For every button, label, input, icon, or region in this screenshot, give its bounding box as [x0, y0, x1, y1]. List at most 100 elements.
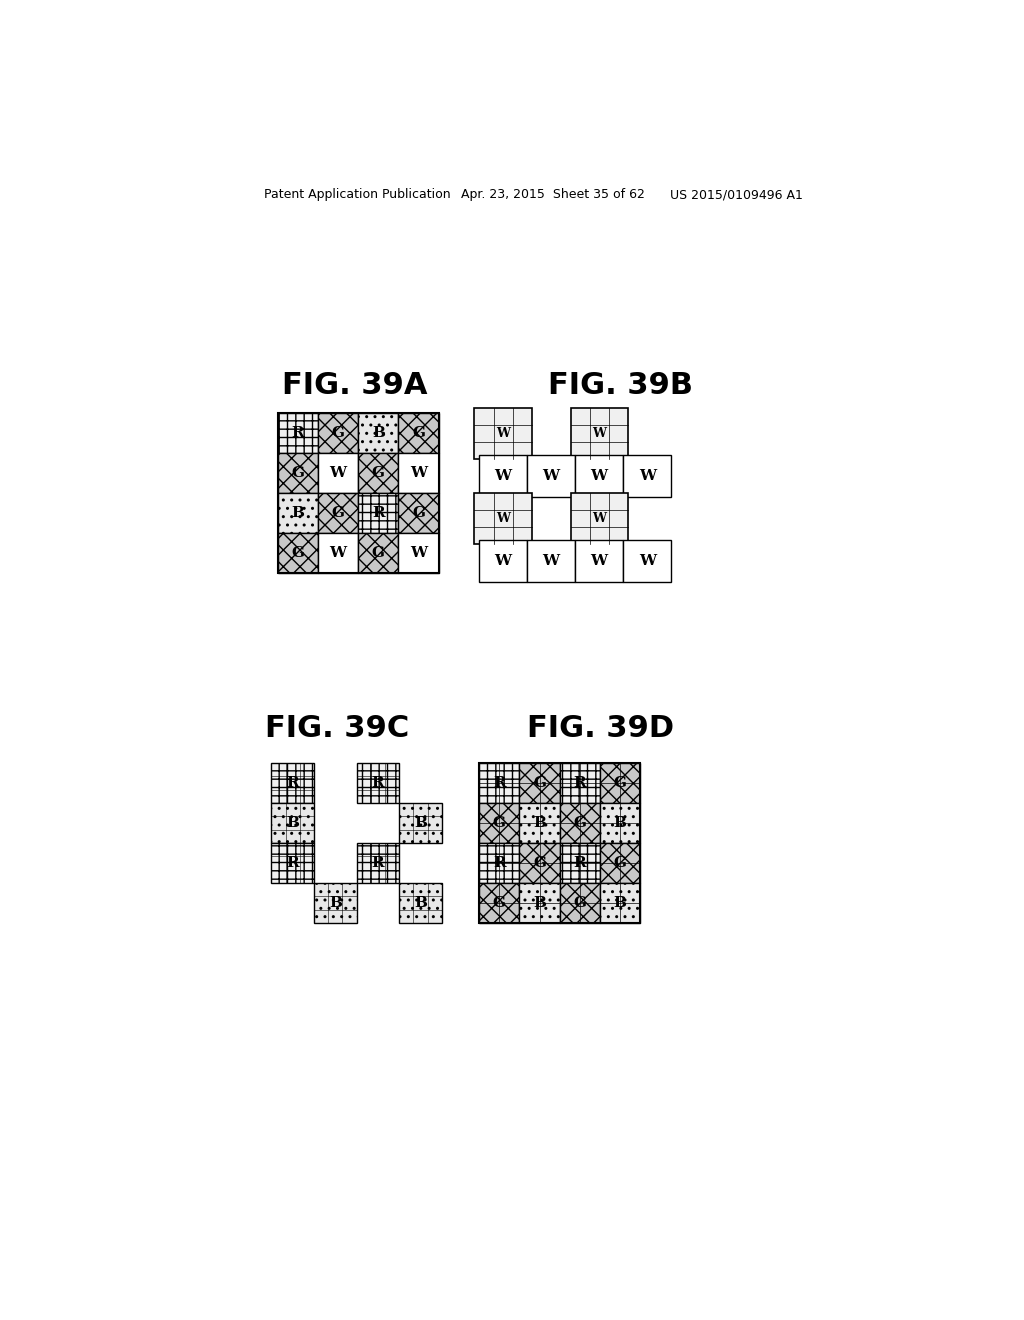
Bar — [479, 763, 640, 923]
Bar — [317, 533, 358, 573]
Text: B: B — [291, 506, 304, 520]
Text: G: G — [291, 545, 304, 560]
Bar — [278, 413, 317, 453]
Text: B: B — [613, 816, 627, 830]
Text: G: G — [332, 425, 344, 440]
Text: B: B — [534, 896, 546, 909]
Bar — [479, 883, 519, 923]
Text: R: R — [292, 425, 304, 440]
Bar — [314, 883, 356, 923]
Text: B: B — [286, 816, 299, 830]
Bar — [278, 492, 317, 533]
Text: W: W — [639, 553, 655, 568]
Text: R: R — [287, 776, 299, 789]
Text: R: R — [573, 776, 586, 789]
Text: W: W — [591, 469, 608, 483]
Text: FIG. 39B: FIG. 39B — [548, 371, 692, 400]
Bar — [600, 883, 640, 923]
Text: W: W — [496, 512, 510, 525]
Text: W: W — [543, 469, 560, 483]
Bar — [479, 803, 519, 843]
Text: W: W — [639, 469, 655, 483]
Bar — [271, 763, 314, 803]
Text: G: G — [412, 425, 425, 440]
Bar — [560, 843, 600, 883]
Bar — [570, 492, 628, 544]
Bar — [560, 763, 600, 803]
Bar — [317, 492, 358, 533]
Bar — [398, 492, 438, 533]
Bar — [398, 413, 438, 453]
Text: G: G — [534, 776, 546, 789]
Bar — [479, 540, 527, 582]
Text: W: W — [543, 553, 560, 568]
Text: G: G — [573, 816, 587, 830]
Text: W: W — [496, 428, 510, 440]
Text: FIG. 39A: FIG. 39A — [283, 371, 428, 400]
Bar — [399, 883, 442, 923]
Text: Apr. 23, 2015  Sheet 35 of 62: Apr. 23, 2015 Sheet 35 of 62 — [461, 187, 645, 201]
Bar — [317, 413, 358, 453]
Text: W: W — [592, 512, 606, 525]
Bar — [519, 883, 560, 923]
Bar — [474, 408, 531, 459]
Bar — [527, 455, 575, 498]
Bar — [278, 533, 317, 573]
Text: G: G — [372, 466, 385, 479]
Bar — [278, 413, 438, 573]
Bar — [278, 453, 317, 492]
Text: B: B — [534, 816, 546, 830]
Text: G: G — [534, 855, 546, 870]
Text: Patent Application Publication: Patent Application Publication — [263, 187, 451, 201]
Text: B: B — [414, 896, 427, 909]
Text: W: W — [410, 466, 427, 479]
Text: R: R — [493, 776, 506, 789]
Text: G: G — [372, 545, 385, 560]
Text: R: R — [493, 855, 506, 870]
Text: W: W — [592, 428, 606, 440]
Bar — [624, 455, 672, 498]
Text: B: B — [414, 816, 427, 830]
Bar — [519, 803, 560, 843]
Bar — [317, 453, 358, 492]
Text: G: G — [493, 896, 506, 909]
Text: W: W — [495, 553, 512, 568]
Bar — [479, 843, 519, 883]
Text: FIG. 39C: FIG. 39C — [265, 714, 410, 743]
Text: US 2015/0109496 A1: US 2015/0109496 A1 — [671, 187, 804, 201]
Bar — [479, 763, 519, 803]
Text: B: B — [329, 896, 342, 909]
Text: G: G — [613, 776, 627, 789]
Bar — [479, 455, 527, 498]
Text: B: B — [372, 425, 385, 440]
Bar — [271, 803, 314, 843]
Bar — [398, 453, 438, 492]
Text: R: R — [372, 776, 384, 789]
Bar — [398, 533, 438, 573]
Text: G: G — [493, 816, 506, 830]
Text: G: G — [573, 896, 587, 909]
Bar — [358, 492, 398, 533]
Bar — [358, 533, 398, 573]
Bar — [560, 883, 600, 923]
Bar — [519, 843, 560, 883]
Text: W: W — [591, 553, 608, 568]
Bar — [624, 540, 672, 582]
Text: W: W — [410, 545, 427, 560]
Text: R: R — [573, 855, 586, 870]
Text: W: W — [330, 466, 346, 479]
Text: G: G — [412, 506, 425, 520]
Bar — [356, 843, 399, 883]
Text: B: B — [613, 896, 627, 909]
Text: W: W — [330, 545, 346, 560]
Text: R: R — [287, 855, 299, 870]
Bar — [560, 803, 600, 843]
Bar — [358, 413, 398, 453]
Bar — [358, 453, 398, 492]
Bar — [600, 803, 640, 843]
Bar — [356, 763, 399, 803]
Bar — [519, 763, 560, 803]
Bar — [399, 803, 442, 843]
Bar — [271, 843, 314, 883]
Text: G: G — [613, 855, 627, 870]
